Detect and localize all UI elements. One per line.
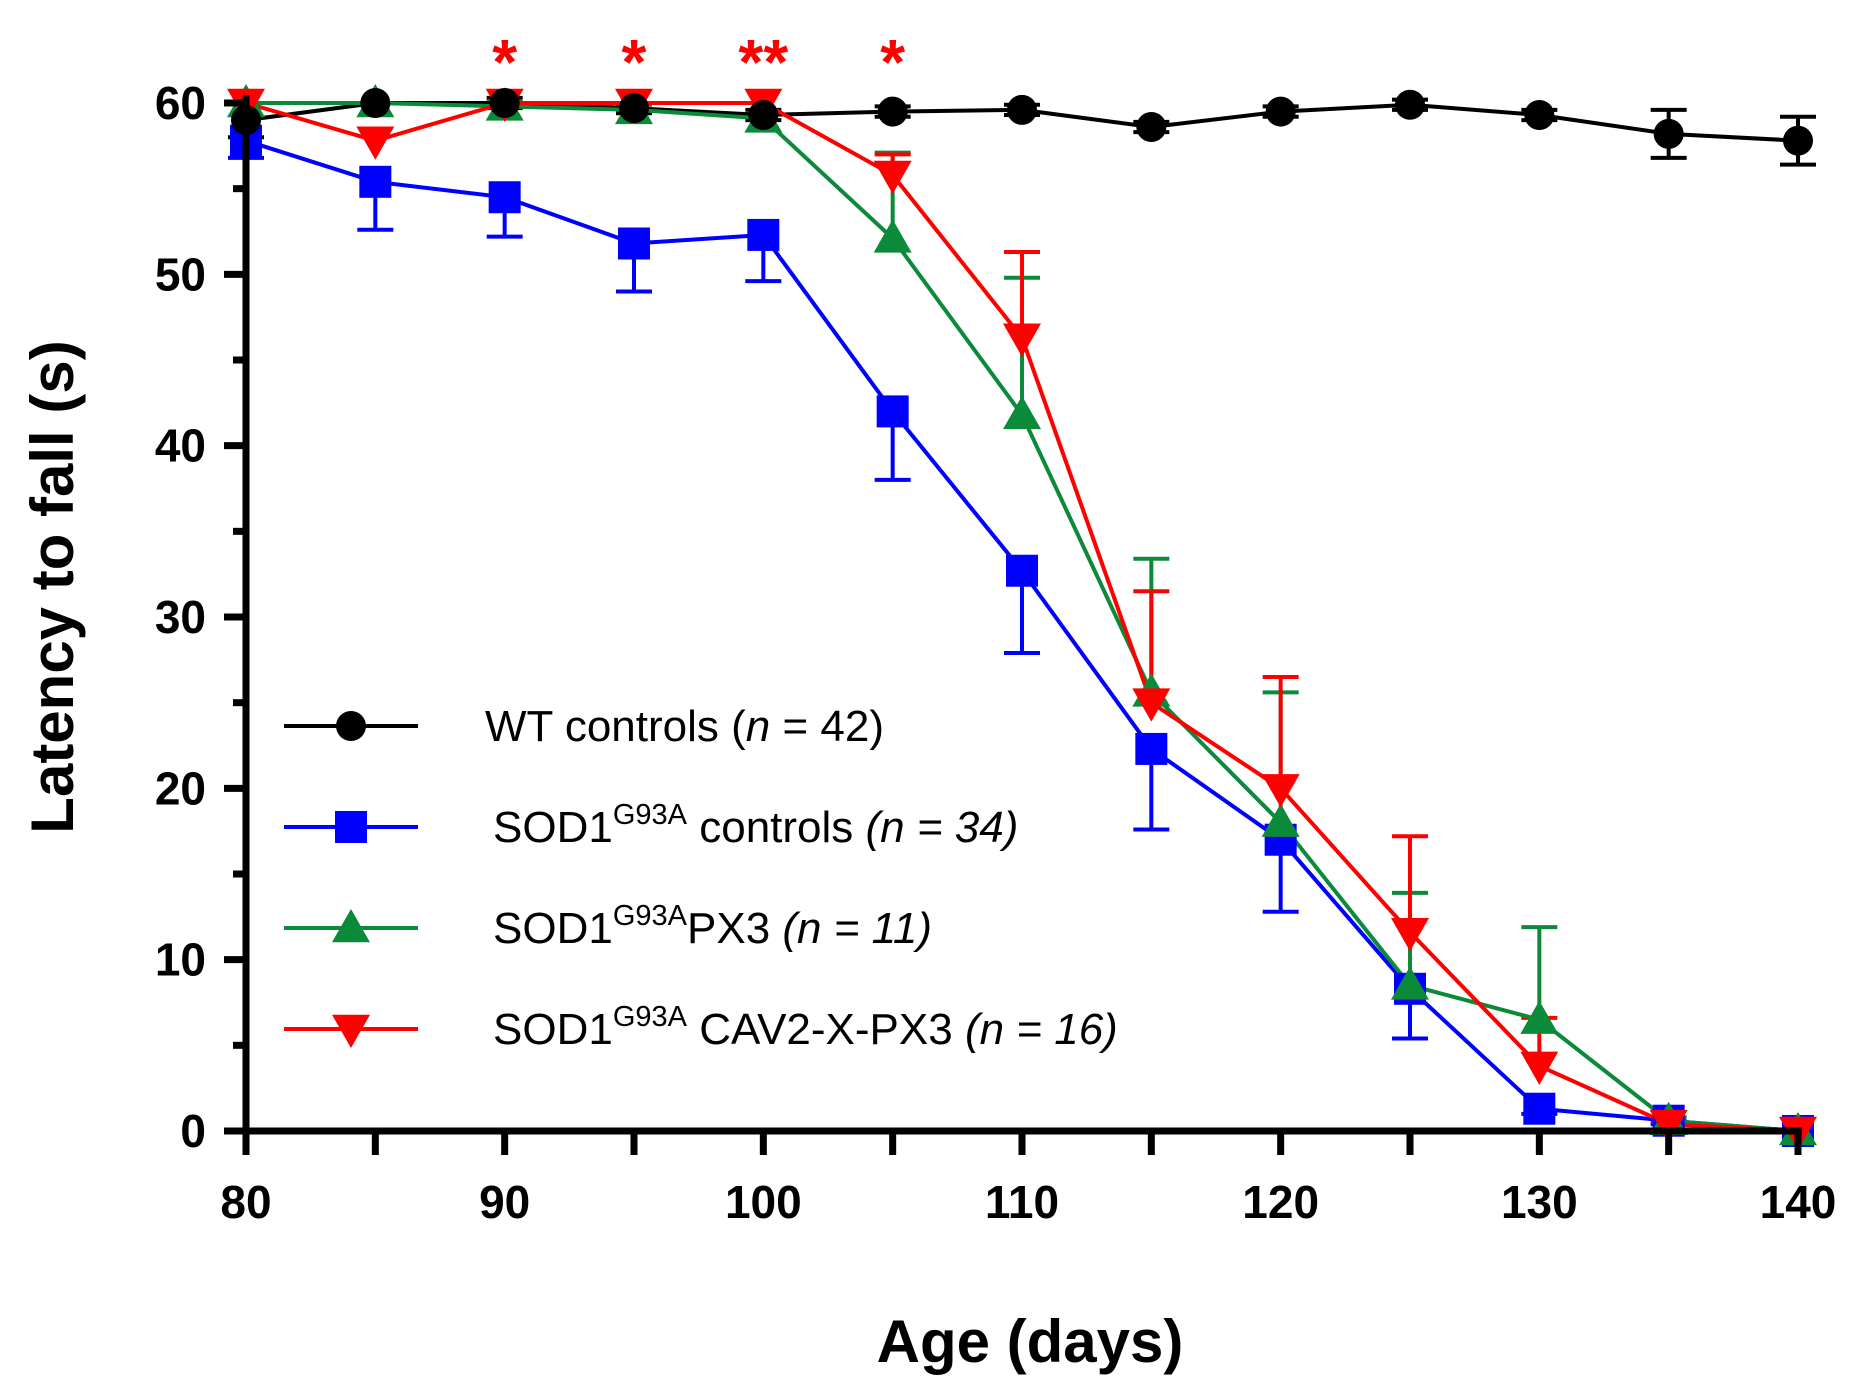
marker-layer <box>227 84 1817 1150</box>
cav2-data-point <box>1261 774 1300 808</box>
error-bar-layer <box>228 95 1816 1127</box>
legend-superscript: G93A <box>613 799 688 831</box>
cav2-legend-marker <box>332 1014 370 1048</box>
cav2-data-point <box>873 160 912 194</box>
x-tick-label: 130 <box>1501 1176 1578 1228</box>
sod1-data-point <box>1006 554 1038 587</box>
wt-data-point <box>489 88 520 118</box>
px3-data-point <box>1003 395 1041 430</box>
px3-legend-marker <box>332 909 370 943</box>
x-axis-title: Age (days) <box>877 1308 1184 1375</box>
y-tick-label: 40 <box>155 420 206 472</box>
legend-prefix: WT controls ( <box>485 702 746 751</box>
x-tick-label: 80 <box>220 1176 271 1228</box>
wt-data-point <box>1007 94 1037 125</box>
sod1-legend-marker <box>335 811 367 843</box>
y-tick-label: 30 <box>155 591 206 643</box>
y-tick-label: 20 <box>155 762 206 814</box>
sod1-data-point <box>1523 1092 1556 1125</box>
x-tick-label: 100 <box>725 1176 802 1228</box>
cav2-data-point <box>1003 323 1041 357</box>
legend-n: (n <box>782 904 821 953</box>
legend-n-value: = 16) <box>1004 1005 1118 1054</box>
legend-suffix: controls <box>687 803 866 852</box>
significance-annotations: * * ** * <box>492 26 905 98</box>
y-tick-label: 10 <box>155 934 206 986</box>
axes: 0 10 20 30 40 50 60 80 90 100 110 120 130 140 <box>155 77 1837 1228</box>
wt-data-point <box>1136 111 1167 142</box>
sod1-data-point <box>359 165 392 198</box>
wt-data-point <box>748 99 779 130</box>
x-tick-label: 120 <box>1242 1176 1319 1228</box>
x-tick-label: 110 <box>985 1176 1059 1228</box>
significance-asterisk: * <box>880 26 905 98</box>
px3-data-point <box>1261 803 1300 837</box>
y-tick-label: 60 <box>155 77 206 129</box>
y-axis-title: Latency to fall (s) <box>19 340 86 833</box>
legend-superscript: G93A <box>613 900 688 932</box>
legend-n-value: = 34) <box>905 803 1019 852</box>
cav2-data-point <box>1520 1051 1559 1085</box>
sod1-data-point <box>876 395 909 428</box>
wt-legend-marker <box>336 711 366 741</box>
significance-asterisk: ** <box>738 26 788 98</box>
wt-data-point <box>1265 96 1296 127</box>
wt-data-point <box>877 96 908 127</box>
legend-n: n <box>746 702 770 751</box>
sod1-legend-label: SOD1G93A controls (n = 34) <box>493 799 1018 852</box>
sod1-data-point <box>618 227 650 260</box>
legend-n-value: = 42) <box>770 702 884 751</box>
significance-asterisk: * <box>622 26 647 98</box>
sod1-data-point <box>747 218 780 251</box>
wt-legend-label: WT controls (n = 42) <box>485 702 884 751</box>
cav2-legend-label: SOD1G93A CAV2-X-PX3 (n = 16) <box>493 1001 1118 1054</box>
x-tick-label: 140 <box>1760 1176 1837 1228</box>
cav2-data-point <box>356 126 395 160</box>
cav2-data-point <box>1649 1109 1688 1144</box>
wt-data-point <box>1783 125 1813 156</box>
legend-prefix: SOD1 <box>493 904 613 953</box>
significance-asterisk: * <box>492 26 517 98</box>
cav2-data-point <box>1391 918 1429 952</box>
px3-data-point <box>1391 966 1429 1000</box>
legend-n: (n <box>866 803 905 852</box>
px3-legend-label: SOD1G93APX3 (n = 11) <box>493 900 932 953</box>
cav2-data-point <box>1132 688 1171 722</box>
px3-data-point <box>873 219 912 253</box>
legend-prefix: SOD1 <box>493 803 613 852</box>
legend-n: (n <box>965 1005 1004 1054</box>
wt-data-point <box>1524 99 1555 130</box>
wt-data-point <box>619 93 649 124</box>
legend-n-value: = 11) <box>822 904 932 953</box>
y-tick-label: 0 <box>180 1105 206 1157</box>
wt-data-point <box>1395 89 1425 120</box>
y-tick-label: 50 <box>155 248 206 300</box>
legend-superscript: G93A <box>613 1001 688 1033</box>
x-tick-label: 90 <box>479 1176 530 1228</box>
legend-suffix: CAV2-X-PX3 <box>687 1005 965 1054</box>
sod1-data-point <box>488 181 521 214</box>
wt-data-point <box>360 88 391 118</box>
wt-data-point <box>1653 118 1684 149</box>
px3-data-point <box>1520 1000 1559 1034</box>
legend: WT controls (n = 42)SOD1G93A controls (n… <box>284 702 1118 1054</box>
legend-prefix: SOD1 <box>493 1005 613 1054</box>
legend-suffix: PX3 <box>687 904 782 953</box>
sod1-data-point <box>1135 732 1168 765</box>
